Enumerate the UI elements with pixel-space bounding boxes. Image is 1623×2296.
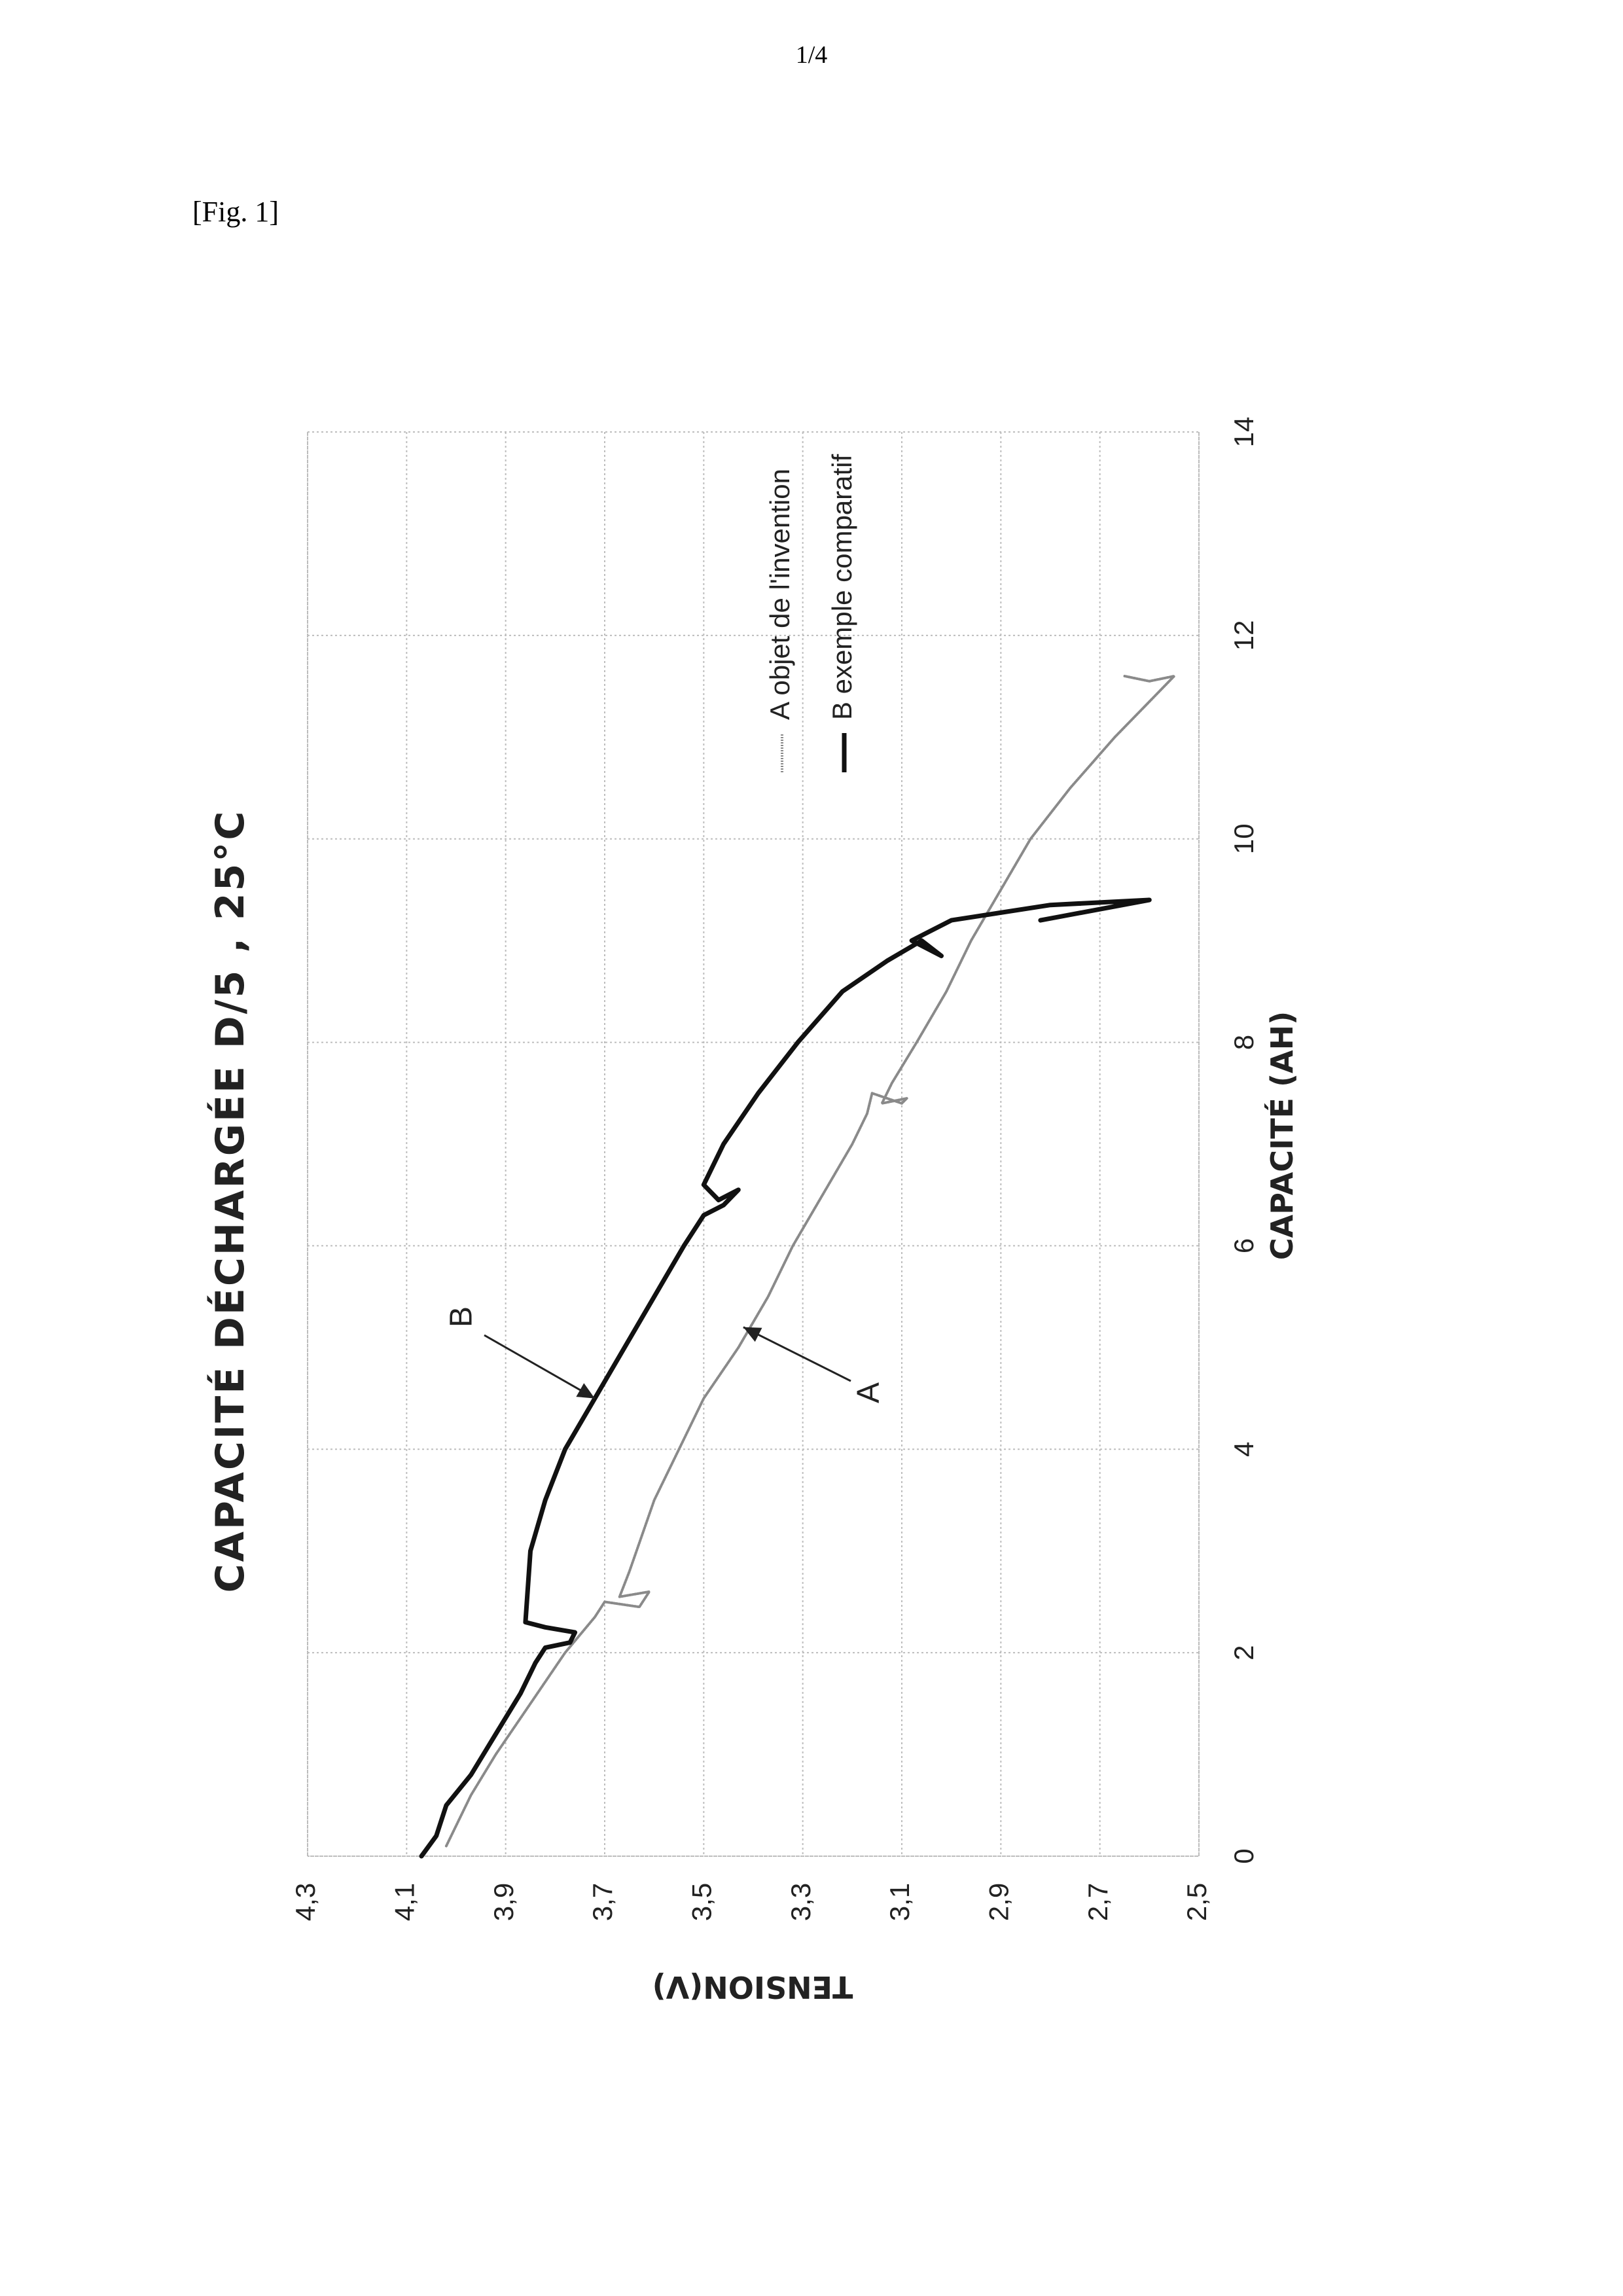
page-number: 1/4 xyxy=(795,41,828,69)
x-tick-label: 4 xyxy=(1228,1442,1259,1457)
x-tick-label: 12 xyxy=(1228,620,1259,651)
legend-label-b: B exemple comparatif xyxy=(827,454,857,720)
x-tick-label: 6 xyxy=(1228,1238,1259,1253)
legend: A objet de l'invention B exemple comparat… xyxy=(764,454,857,772)
chart-title: CAPACITÉ DÉCHARGÉE D/5 , 25°C xyxy=(206,810,253,1593)
x-tick-label: 14 xyxy=(1228,417,1259,448)
plot-area: 4,3 4,1 3,9 3,7 3,5 3,3 3,1 2,9 2,7 2,5 0 2 4 6 8 10 12 1… xyxy=(290,417,1259,1922)
curve-a-label: A xyxy=(851,1382,886,1403)
x-tick-label: 8 xyxy=(1228,1035,1259,1050)
y-axis-title: TENSION(V) xyxy=(652,1969,853,2005)
y-tick-label: 2,7 xyxy=(1082,1883,1113,1921)
y-tick-label: 3,9 xyxy=(488,1883,519,1921)
y-tick-label: 3,5 xyxy=(686,1883,717,1921)
series-line-a xyxy=(444,675,1176,1848)
plot-frame xyxy=(307,431,1200,1857)
y-tick-label: 4,1 xyxy=(389,1883,419,1921)
y-tick-label: 3,7 xyxy=(587,1883,618,1921)
x-tick-label: 2 xyxy=(1228,1645,1259,1660)
curve-b-label: B xyxy=(444,1306,479,1327)
x-tick-label: 10 xyxy=(1228,823,1259,854)
x-tick-label: 0 xyxy=(1228,1848,1259,1863)
series-line-b xyxy=(419,897,1152,1859)
curve-a-arrow-line xyxy=(743,1326,851,1382)
x-axis-title: CAPACITÉ (AH) xyxy=(1264,1011,1300,1260)
curve-b-arrow-line xyxy=(484,1334,596,1399)
y-tick-label: 2,9 xyxy=(983,1883,1014,1921)
curve-a-arrowhead xyxy=(743,1327,762,1342)
y-tick-label: 3,3 xyxy=(785,1883,816,1921)
curve-b-arrowhead xyxy=(576,1383,595,1399)
legend-label-a: A objet de l'invention xyxy=(764,469,795,720)
y-tick-label: 4,3 xyxy=(290,1883,321,1921)
figure-label: [Fig. 1] xyxy=(192,196,279,228)
y-tick-label: 2,5 xyxy=(1181,1883,1212,1921)
y-tick-label: 3,1 xyxy=(884,1883,915,1921)
